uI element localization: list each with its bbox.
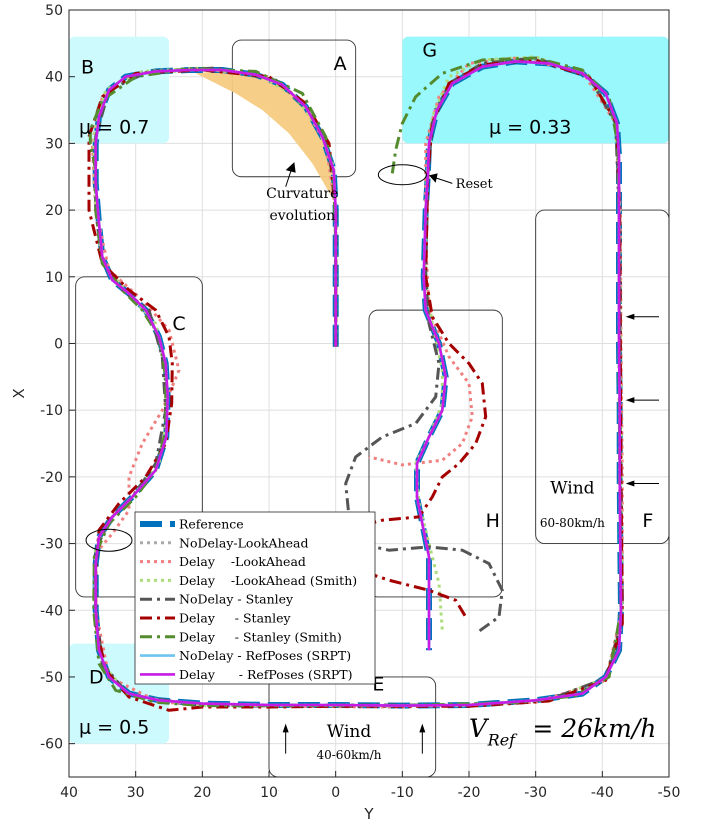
axes-box bbox=[68, 9, 670, 778]
curvature-label-line2: evolution bbox=[269, 208, 335, 224]
region-b-box bbox=[69, 36, 169, 144]
wind-f-arrowhead bbox=[625, 313, 635, 320]
friction-label-g: μ = 0.33 bbox=[489, 116, 571, 138]
reset-label: Reset bbox=[456, 177, 494, 192]
reset-arrowhead bbox=[429, 173, 438, 183]
legend-label-7: NoDelay - RefPoses (SRPT) bbox=[179, 648, 351, 663]
legend-label-8: Delay - RefPoses (SRPT) bbox=[179, 667, 353, 682]
friction-label-b: μ = 0.7 bbox=[79, 116, 149, 138]
y-tick-label: -60 bbox=[40, 737, 63, 753]
y-tick-label: -10 bbox=[40, 403, 63, 419]
legend: Reference NoDelay-LookAhead Delay -LookAhe… bbox=[134, 511, 376, 685]
x-tick-label: -40 bbox=[591, 785, 614, 801]
y-tick-label: 40 bbox=[45, 70, 63, 86]
x-tick-label: 30 bbox=[127, 785, 145, 801]
wind-e-label: Wind bbox=[327, 722, 372, 742]
wind-f-label: Wind bbox=[550, 479, 595, 499]
legend-label-5: Delay - Stanley bbox=[179, 611, 291, 626]
region-label-g: G bbox=[422, 40, 437, 62]
vref-label: V bbox=[469, 714, 490, 743]
highlight-ellipse bbox=[85, 528, 133, 552]
legend-label-2: Delay -LookAhead bbox=[179, 554, 306, 569]
legend-label-3: Delay -LookAhead (Smith) bbox=[179, 573, 357, 588]
y-tick-label: 50 bbox=[45, 3, 63, 19]
y-tick-label: -50 bbox=[40, 670, 63, 686]
x-tick-label: 20 bbox=[193, 785, 211, 801]
x-axis-label: Y bbox=[363, 805, 374, 823]
y-tick-label: 0 bbox=[54, 336, 63, 352]
y-tick-label: -20 bbox=[40, 470, 63, 486]
legend-label-1: NoDelay-LookAhead bbox=[179, 535, 308, 550]
wind-f-speed: 60-80km/h bbox=[540, 516, 605, 530]
region-label-f: F bbox=[642, 510, 653, 532]
y-tick-label: 30 bbox=[45, 136, 63, 152]
wind-e-speed: 40-60km/h bbox=[316, 748, 381, 762]
y-tick-label: -30 bbox=[40, 537, 63, 553]
x-tick-label: 0 bbox=[331, 785, 340, 801]
wind-e-arrowhead bbox=[419, 723, 426, 733]
vref-value: = 26km/h bbox=[532, 714, 656, 743]
x-tick-label: 40 bbox=[60, 785, 78, 801]
region-label-d: D bbox=[89, 667, 104, 689]
region-label-c: C bbox=[172, 313, 185, 335]
x-tick-label: -30 bbox=[524, 785, 547, 801]
y-tick-label: 10 bbox=[45, 270, 63, 286]
legend-label-4: NoDelay - Stanley bbox=[179, 592, 294, 607]
region-label-h: H bbox=[486, 510, 500, 532]
wind-e-arrowhead bbox=[282, 723, 289, 733]
curvature-arrowhead bbox=[285, 162, 296, 173]
legend-label-0: Reference bbox=[179, 517, 244, 532]
wind-f-arrowhead bbox=[625, 480, 635, 487]
x-tick-label: 10 bbox=[260, 785, 278, 801]
y-tick-label: -40 bbox=[40, 603, 63, 619]
axes-frame bbox=[68, 9, 670, 778]
reset-ellipse bbox=[377, 164, 427, 186]
x-tick-label: -20 bbox=[458, 785, 481, 801]
curvature-label: Curvature bbox=[266, 186, 338, 202]
vref-subscript: Ref bbox=[487, 731, 519, 750]
region-h-box bbox=[368, 309, 503, 598]
y-axis-label: X bbox=[10, 388, 28, 398]
region-label-a: A bbox=[334, 53, 347, 75]
y-tick-label: 20 bbox=[45, 203, 63, 219]
series-lines bbox=[87, 55, 624, 712]
friction-label-d: μ = 0.5 bbox=[79, 717, 149, 739]
wind-f-arrowhead bbox=[625, 397, 635, 404]
x-tick-label: -10 bbox=[391, 785, 414, 801]
x-tick-label: -50 bbox=[658, 785, 681, 801]
series-line-8 bbox=[94, 60, 623, 707]
tick-labels: 40 30 20 10 0 -10 -20 -30 -40 -50 50 40 30 20 10 0 -10 -2… bbox=[10, 3, 680, 823]
legend-label-6: Delay - Stanley (Smith) bbox=[179, 629, 342, 644]
region-label-b: B bbox=[81, 56, 94, 78]
region-a-box bbox=[231, 39, 357, 178]
